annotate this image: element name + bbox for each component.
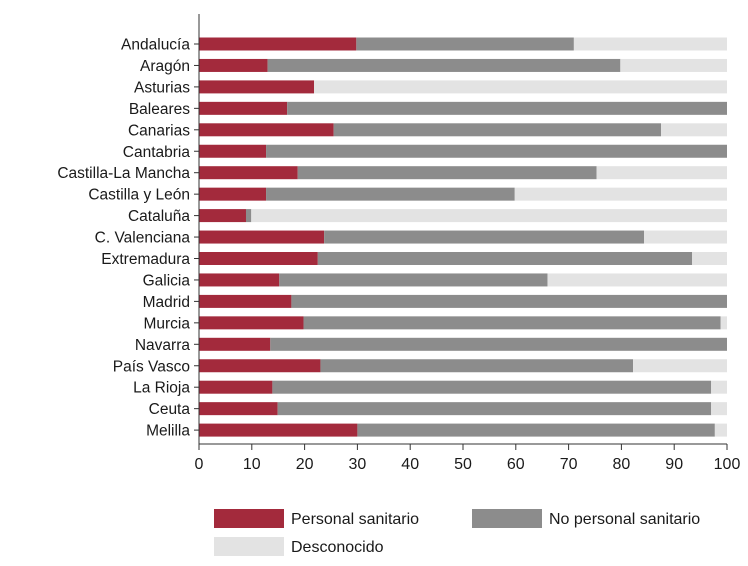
category-label: Aragón	[140, 58, 190, 75]
bar-cantabria-personal-sanitario	[199, 144, 267, 158]
category-label: Madrid	[143, 294, 190, 311]
category-label: Canarias	[128, 122, 190, 139]
category-label: Extremadura	[101, 251, 190, 268]
x-tick-label: 30	[349, 456, 367, 473]
bar-c-valenciana-no-personal-sanitario	[324, 230, 645, 244]
x-tick-label: 90	[665, 456, 683, 473]
bar-murcia-desconocido	[720, 316, 727, 330]
x-tick-label: 0	[195, 456, 204, 473]
bar-navarra-no-personal-sanitario	[270, 337, 727, 351]
legend-swatch-personal-sanitario	[214, 509, 284, 528]
bar-castilla-y-leon-personal-sanitario	[199, 187, 267, 201]
x-tick-label: 70	[560, 456, 578, 473]
bar-ceuta-no-personal-sanitario	[277, 402, 712, 416]
bar-la-rioja-desconocido	[711, 380, 727, 394]
legend-swatch-desconocido	[214, 537, 284, 556]
category-label: La Rioja	[133, 380, 190, 397]
bar-cataluna-desconocido	[251, 209, 727, 223]
legend-swatch-no-personal-sanitario	[472, 509, 542, 528]
bar-extremadura-personal-sanitario	[199, 252, 318, 265]
bar-castilla-la-mancha-personal-sanitario	[199, 166, 298, 180]
bar-castilla-la-mancha-desconocido	[596, 166, 727, 180]
bar-canarias-personal-sanitario	[199, 123, 334, 137]
category-label: País Vasco	[113, 358, 190, 375]
bar-melilla-personal-sanitario	[199, 423, 358, 437]
bar-baleares-no-personal-sanitario	[287, 101, 727, 115]
legend: Personal sanitario No personal sanitario D…	[214, 509, 700, 556]
bar-aragon-no-personal-sanitario	[267, 58, 621, 72]
category-label: Cataluña	[128, 208, 190, 225]
legend-label-personal-sanitario: Personal sanitario	[291, 511, 419, 528]
bar-extremadura-no-personal-sanitario	[317, 252, 693, 265]
bar-castilla-la-mancha-no-personal-sanitario	[297, 166, 597, 180]
bar-galicia-desconocido	[547, 273, 727, 287]
bar-asturias-desconocido	[314, 80, 727, 94]
bars-layer	[199, 37, 727, 437]
bar-melilla-desconocido	[714, 423, 727, 437]
x-tick-label: 50	[454, 456, 472, 473]
bar-canarias-no-personal-sanitario	[333, 123, 661, 137]
category-label: Castilla-La Mancha	[57, 165, 190, 182]
bar-aragon-personal-sanitario	[199, 58, 268, 72]
bar-madrid-no-personal-sanitario	[291, 294, 727, 308]
x-tick-label: 10	[243, 456, 261, 473]
bar-galicia-no-personal-sanitario	[279, 273, 548, 287]
category-label: C. Valenciana	[95, 230, 191, 247]
x-tick-label: 100	[714, 456, 741, 473]
bar-andalucia-desconocido	[573, 37, 727, 51]
bar-asturias-personal-sanitario	[199, 80, 315, 94]
bar-canarias-desconocido	[661, 123, 727, 137]
category-label: Galicia	[143, 272, 191, 289]
bar-pais-vasco-no-personal-sanitario	[320, 359, 634, 373]
category-label: Cantabria	[123, 144, 191, 161]
bar-c-valenciana-desconocido	[644, 230, 727, 244]
x-axis-ticks: 0 10 20 30 40 50 60 70 80 90 100	[195, 444, 741, 473]
bar-andalucia-no-personal-sanitario	[356, 37, 574, 51]
bar-castilla-y-leon-desconocido	[514, 187, 727, 201]
x-tick-label: 80	[613, 456, 631, 473]
bar-aragon-desconocido	[620, 58, 727, 72]
bar-c-valenciana-personal-sanitario	[199, 230, 325, 244]
bar-navarra-personal-sanitario	[199, 337, 271, 351]
bar-extremadura-desconocido	[692, 252, 727, 265]
legend-label-desconocido: Desconocido	[291, 539, 384, 556]
bar-madrid-personal-sanitario	[199, 294, 292, 308]
category-label: Asturias	[134, 79, 190, 96]
category-label: Baleares	[129, 101, 190, 118]
x-tick-label: 20	[296, 456, 314, 473]
bar-baleares-personal-sanitario	[199, 101, 288, 115]
category-label: Castilla y León	[88, 187, 190, 204]
bar-melilla-no-personal-sanitario	[357, 423, 715, 437]
category-label: Murcia	[143, 315, 190, 332]
bar-ceuta-personal-sanitario	[199, 402, 278, 416]
bar-cantabria-no-personal-sanitario	[266, 144, 727, 158]
bar-pais-vasco-desconocido	[633, 359, 727, 373]
bar-la-rioja-no-personal-sanitario	[272, 380, 712, 394]
bar-la-rioja-personal-sanitario	[199, 380, 273, 394]
category-labels: Andalucía Aragón Asturias Baleares Canarias C…	[57, 37, 199, 440]
bar-galicia-personal-sanitario	[199, 273, 280, 287]
bar-cataluna-personal-sanitario	[199, 209, 246, 223]
bar-pais-vasco-personal-sanitario	[199, 359, 321, 373]
x-tick-label: 60	[507, 456, 525, 473]
legend-label-no-personal-sanitario: No personal sanitario	[549, 511, 700, 528]
bar-castilla-y-leon-no-personal-sanitario	[266, 187, 515, 201]
bar-andalucia-personal-sanitario	[199, 37, 357, 51]
category-label: Navarra	[135, 337, 191, 354]
category-label: Melilla	[146, 423, 190, 440]
bar-murcia-personal-sanitario	[199, 316, 304, 330]
bar-cataluna-no-personal-sanitario	[245, 209, 252, 223]
bar-murcia-no-personal-sanitario	[303, 316, 721, 330]
bar-ceuta-desconocido	[711, 402, 727, 416]
x-tick-label: 40	[401, 456, 419, 473]
category-label: Ceuta	[149, 401, 191, 418]
category-label: Andalucía	[121, 37, 190, 54]
